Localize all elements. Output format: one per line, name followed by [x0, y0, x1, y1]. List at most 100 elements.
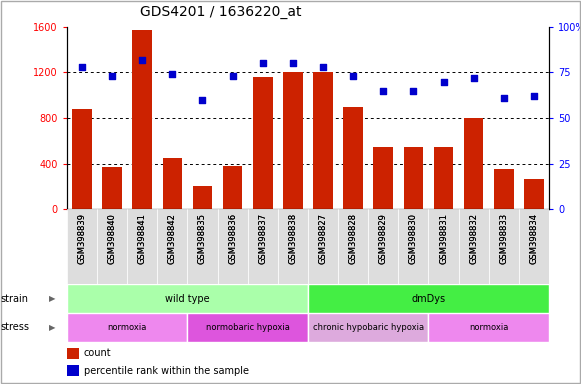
Bar: [97, 27, 127, 209]
Text: ▶: ▶: [49, 323, 56, 332]
Bar: [428, 313, 549, 342]
Point: [198, 97, 207, 103]
Text: GSM398842: GSM398842: [168, 213, 177, 264]
Text: strain: strain: [1, 293, 28, 304]
Bar: [368, 209, 399, 284]
Point: [77, 64, 87, 70]
Text: GSM398839: GSM398839: [77, 213, 87, 264]
Bar: [489, 27, 519, 209]
Bar: [428, 27, 458, 209]
Bar: [67, 365, 79, 376]
Text: chronic hypobaric hypoxia: chronic hypobaric hypoxia: [313, 323, 424, 332]
Bar: [223, 166, 242, 209]
Text: GDS4201 / 1636220_at: GDS4201 / 1636220_at: [140, 5, 302, 18]
Bar: [67, 27, 97, 209]
Bar: [187, 209, 217, 284]
Bar: [193, 187, 212, 209]
Bar: [187, 27, 217, 209]
Point: [469, 75, 478, 81]
Point: [228, 73, 237, 79]
Text: GSM398836: GSM398836: [228, 213, 237, 264]
Bar: [458, 27, 489, 209]
Text: count: count: [84, 348, 112, 358]
Text: GSM398832: GSM398832: [469, 213, 478, 264]
Bar: [494, 169, 514, 209]
Point: [258, 60, 267, 66]
Bar: [374, 147, 393, 209]
Bar: [308, 27, 338, 209]
Bar: [248, 209, 278, 284]
Text: GSM398831: GSM398831: [439, 213, 448, 264]
Text: GSM398833: GSM398833: [499, 213, 508, 264]
Bar: [368, 27, 399, 209]
Bar: [519, 209, 549, 284]
Text: GSM398831: GSM398831: [439, 213, 448, 264]
Bar: [67, 313, 187, 342]
Point: [168, 71, 177, 78]
Bar: [283, 73, 303, 209]
Bar: [524, 179, 544, 209]
Text: GSM398840: GSM398840: [107, 213, 117, 264]
Bar: [428, 209, 458, 284]
Bar: [157, 209, 187, 284]
Text: GSM398837: GSM398837: [258, 213, 267, 264]
Bar: [278, 27, 308, 209]
Bar: [67, 209, 97, 284]
Text: GSM398827: GSM398827: [318, 213, 328, 264]
Bar: [253, 77, 272, 209]
Bar: [67, 348, 79, 359]
Text: GSM398841: GSM398841: [138, 213, 146, 264]
Bar: [278, 209, 308, 284]
Text: GSM398827: GSM398827: [318, 213, 328, 264]
Point: [138, 56, 147, 63]
Text: ▶: ▶: [49, 294, 56, 303]
Text: GSM398834: GSM398834: [529, 213, 539, 264]
Bar: [338, 209, 368, 284]
Bar: [217, 209, 248, 284]
Text: stress: stress: [1, 322, 30, 333]
Text: GSM398840: GSM398840: [107, 213, 117, 264]
Text: dmDys: dmDys: [411, 293, 446, 304]
Text: GSM398835: GSM398835: [198, 213, 207, 264]
Text: GSM398839: GSM398839: [77, 213, 87, 264]
Text: GSM398836: GSM398836: [228, 213, 237, 264]
Point: [529, 93, 539, 99]
Point: [409, 88, 418, 94]
Bar: [157, 27, 187, 209]
Bar: [187, 313, 308, 342]
Bar: [313, 73, 333, 209]
Bar: [102, 167, 122, 209]
Bar: [343, 107, 363, 209]
Point: [499, 95, 508, 101]
Text: GSM398837: GSM398837: [258, 213, 267, 264]
Text: GSM398835: GSM398835: [198, 213, 207, 264]
Text: GSM398838: GSM398838: [288, 213, 297, 264]
Bar: [248, 27, 278, 209]
Text: GSM398832: GSM398832: [469, 213, 478, 264]
Bar: [308, 209, 338, 284]
Text: GSM398842: GSM398842: [168, 213, 177, 264]
Bar: [72, 109, 92, 209]
Bar: [308, 313, 428, 342]
Text: GSM398828: GSM398828: [349, 213, 358, 264]
Point: [318, 64, 328, 70]
Bar: [308, 284, 549, 313]
Text: percentile rank within the sample: percentile rank within the sample: [84, 366, 249, 376]
Point: [349, 73, 358, 79]
Bar: [489, 209, 519, 284]
Bar: [519, 27, 549, 209]
Text: GSM398833: GSM398833: [499, 213, 508, 264]
Bar: [434, 147, 453, 209]
Bar: [132, 30, 152, 209]
Text: GSM398838: GSM398838: [288, 213, 297, 264]
Bar: [217, 27, 248, 209]
Point: [288, 60, 297, 66]
Text: GSM398829: GSM398829: [379, 213, 388, 264]
Bar: [127, 27, 157, 209]
Text: GSM398829: GSM398829: [379, 213, 388, 264]
Text: GSM398830: GSM398830: [409, 213, 418, 264]
Text: normoxia: normoxia: [107, 323, 147, 332]
Point: [439, 79, 448, 85]
Text: GSM398834: GSM398834: [529, 213, 539, 264]
Text: GSM398830: GSM398830: [409, 213, 418, 264]
